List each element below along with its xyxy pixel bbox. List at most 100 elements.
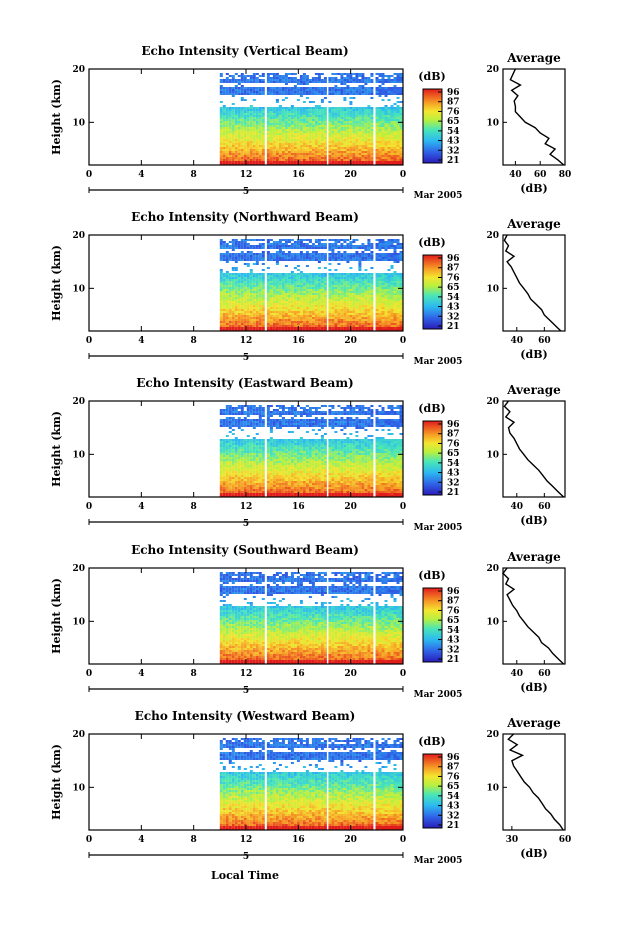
heatmap-cell: [255, 309, 259, 311]
heatmap-cell: [314, 291, 318, 293]
heatmap-cell: [249, 273, 253, 275]
heatmap-cell: [340, 87, 344, 89]
heatmap-cell: [317, 141, 321, 143]
heatmap-cell: [252, 319, 256, 321]
heatmap-cell: [355, 311, 359, 313]
heatmap-cell: [275, 317, 279, 319]
heatmap-cell: [308, 279, 312, 281]
heatmap-cell: [219, 245, 223, 247]
heatmap-cell: [320, 305, 324, 307]
heatmap-cell: [355, 93, 359, 95]
heatmap-cell: [308, 303, 312, 305]
heatmap-cell: [349, 243, 353, 245]
heatmap-cell: [234, 419, 238, 421]
heatmap-cell: [272, 327, 276, 329]
heatmap-cell: [275, 123, 279, 125]
heatmap-cell: [343, 321, 347, 323]
heatmap-cell: [384, 293, 388, 295]
heatmap-cell: [219, 279, 223, 281]
heatmap-cell: [252, 299, 256, 301]
heatmap-cell: [396, 305, 400, 307]
heatmap-cell: [399, 139, 403, 141]
heatmap-cell: [331, 305, 335, 307]
heatmap-cell: [314, 105, 318, 107]
heatmap-cell: [237, 299, 241, 301]
heatmap-cell: [340, 299, 344, 301]
heatmap-cell: [278, 141, 282, 143]
heatmap-cell: [290, 313, 294, 315]
heatmap-cell: [269, 77, 273, 79]
heatmap-cell: [323, 129, 327, 131]
heatmap-cell: [287, 87, 291, 89]
heatmap-cell: [302, 309, 306, 311]
heatmap-cell: [278, 301, 282, 303]
heatmap-cell: [393, 325, 397, 327]
heatmap-cell: [358, 289, 362, 291]
heatmap-cell: [228, 111, 232, 113]
heatmap-cell: [240, 247, 244, 249]
heatmap-cell: [390, 303, 394, 305]
heatmap-cell: [352, 97, 356, 99]
heatmap-cell: [387, 321, 391, 323]
heatmap-cell: [328, 283, 332, 285]
heatmap-cell: [261, 255, 265, 257]
heatmap-cell: [261, 301, 265, 303]
heatmap-cell: [234, 315, 238, 317]
heatmap-cell: [272, 163, 276, 165]
heatmap-cell: [393, 321, 397, 323]
heatmap-cell: [340, 303, 344, 305]
heatmap-cell: [358, 141, 362, 143]
heatmap-cell: [231, 155, 235, 157]
heatmap-cell: [234, 329, 238, 331]
heatmap-cell: [399, 277, 403, 279]
heatmap-cell: [305, 297, 309, 299]
heatmap-cell: [393, 261, 397, 263]
heatmap-cell: [252, 301, 256, 303]
heatmap-cell: [237, 93, 241, 95]
heatmap-cell: [243, 317, 247, 319]
heatmap-cell: [390, 79, 394, 81]
heatmap-cell: [228, 487, 232, 489]
heatmap-cell: [293, 127, 297, 129]
heatmap-cell: [346, 137, 350, 139]
heatmap-cell: [287, 91, 291, 93]
heatmap-cell: [219, 419, 223, 421]
heatmap-cell: [272, 87, 276, 89]
heatmap-cell: [243, 239, 247, 241]
heatmap-cell: [352, 247, 356, 249]
heatmap-cell: [246, 93, 250, 95]
heatmap-cell: [290, 305, 294, 307]
heatmap-cell: [346, 299, 350, 301]
heatmap-cell: [393, 141, 397, 143]
heatmap-cell: [320, 299, 324, 301]
heatmap-cell: [361, 307, 365, 309]
heatmap-cell: [281, 253, 285, 255]
heatmap-cell: [255, 317, 259, 319]
heatmap-cell: [311, 279, 315, 281]
heatmap-cell: [343, 241, 347, 243]
heatmap-cell: [361, 273, 365, 275]
heatmap-cell: [375, 307, 379, 309]
heatmap-cell: [358, 133, 362, 135]
heatmap-cell: [296, 133, 300, 135]
heatmap-cell: [343, 135, 347, 137]
heatmap-cell: [284, 121, 288, 123]
heatmap-cell: [234, 139, 238, 141]
heatmap-cell: [266, 245, 270, 247]
heatmap-cell: [352, 107, 356, 109]
heatmap-cell: [234, 111, 238, 113]
heatmap-cell: [358, 131, 362, 133]
heatmap-cell: [222, 137, 226, 139]
heatmap-cell: [375, 283, 379, 285]
heatmap-cell: [246, 79, 250, 81]
heatmap-cell: [299, 311, 303, 313]
heatmap-cell: [308, 101, 312, 103]
heatmap-cell: [281, 285, 285, 287]
heatmap-cell: [240, 311, 244, 313]
heatmap-cell: [337, 149, 341, 151]
heatmap-cell: [331, 153, 335, 155]
heatmap-cell: [343, 153, 347, 155]
heatmap-cell: [243, 99, 247, 101]
heatmap-cell: [384, 245, 388, 247]
heatmap-cell: [299, 297, 303, 299]
